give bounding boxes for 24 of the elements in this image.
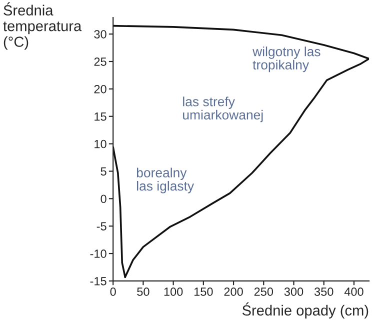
x-tick-label: 400 (344, 288, 364, 296)
x-tick-label: 300 (284, 288, 304, 296)
y-tick-label: 5 (100, 167, 106, 176)
y-tick-label: -15 (90, 277, 106, 286)
x-tick-label: 150 (194, 288, 213, 296)
x-tick-label: 200 (224, 288, 243, 296)
y-tick-label: 10 (94, 140, 106, 148)
x-tick-label: 50 (137, 288, 150, 296)
y-tick-label: 15 (94, 112, 106, 121)
annotation: las strefy umiarkowanej (183, 96, 263, 122)
y-tick-label: 30 (94, 30, 106, 38)
y-tick-label: -5 (96, 222, 106, 230)
x-tick-label: 250 (254, 288, 274, 296)
annotation: borealny las iglasty (136, 168, 194, 194)
x-tick-label: 350 (314, 288, 334, 296)
annotation: wilgotny las tropikalny (252, 46, 320, 72)
y-tick-label: 0 (100, 194, 106, 204)
x-tick-label: 0 (110, 288, 116, 296)
y-axis-title: Średnia temperatura (°C) (3, 2, 82, 50)
y-tick-label: 25 (94, 58, 106, 66)
x-axis-title: Średnie opady (cm) (242, 302, 368, 318)
x-tick-label: 100 (164, 288, 183, 296)
y-tick-label: -10 (90, 250, 106, 258)
y-tick-label: 20 (94, 84, 106, 94)
